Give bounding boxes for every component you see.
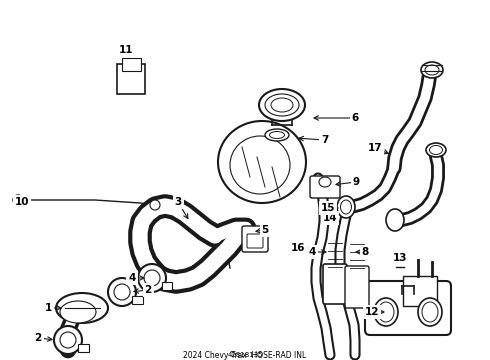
- Text: 12: 12: [365, 307, 379, 317]
- Ellipse shape: [374, 298, 398, 326]
- Ellipse shape: [337, 196, 355, 218]
- Text: 8: 8: [362, 247, 368, 257]
- Ellipse shape: [218, 121, 306, 203]
- FancyBboxPatch shape: [162, 282, 172, 289]
- Text: 14: 14: [323, 213, 337, 223]
- FancyBboxPatch shape: [345, 266, 369, 308]
- Text: 17: 17: [368, 143, 382, 153]
- Ellipse shape: [386, 209, 404, 231]
- Circle shape: [108, 278, 136, 306]
- Ellipse shape: [341, 200, 351, 214]
- Ellipse shape: [56, 293, 108, 323]
- FancyBboxPatch shape: [122, 58, 141, 71]
- FancyBboxPatch shape: [323, 264, 347, 304]
- Text: 2024 Chevy Trax  HOSE-RAD INL: 2024 Chevy Trax HOSE-RAD INL: [183, 351, 307, 360]
- Ellipse shape: [259, 89, 305, 121]
- Text: 6: 6: [351, 113, 359, 123]
- Text: 4: 4: [308, 247, 316, 257]
- Text: 13: 13: [393, 253, 407, 263]
- Circle shape: [144, 270, 160, 286]
- Ellipse shape: [319, 177, 331, 187]
- FancyBboxPatch shape: [310, 176, 340, 198]
- Circle shape: [60, 332, 76, 348]
- FancyBboxPatch shape: [242, 226, 268, 252]
- Ellipse shape: [422, 302, 438, 322]
- Text: 7: 7: [321, 135, 329, 145]
- Ellipse shape: [418, 298, 442, 326]
- Circle shape: [150, 200, 160, 210]
- Circle shape: [54, 326, 82, 354]
- Circle shape: [114, 284, 130, 300]
- Circle shape: [138, 264, 166, 292]
- Text: 2: 2: [34, 333, 42, 343]
- Text: 4: 4: [128, 273, 136, 283]
- Ellipse shape: [230, 136, 290, 194]
- Text: 16: 16: [291, 243, 305, 253]
- Ellipse shape: [60, 301, 96, 323]
- Text: 15: 15: [321, 203, 335, 213]
- Ellipse shape: [421, 62, 443, 78]
- Text: 11: 11: [119, 45, 133, 55]
- Text: 5: 5: [261, 225, 269, 235]
- Text: 1: 1: [45, 303, 51, 313]
- Ellipse shape: [425, 65, 439, 75]
- Text: 9: 9: [352, 177, 360, 187]
- FancyBboxPatch shape: [117, 64, 145, 94]
- Ellipse shape: [271, 98, 293, 112]
- Ellipse shape: [430, 145, 442, 154]
- Text: 10: 10: [15, 197, 29, 207]
- Ellipse shape: [265, 129, 289, 141]
- Text: 42818135: 42818135: [227, 352, 263, 358]
- FancyBboxPatch shape: [403, 276, 437, 306]
- FancyBboxPatch shape: [365, 281, 451, 335]
- FancyBboxPatch shape: [131, 296, 143, 303]
- FancyBboxPatch shape: [77, 343, 89, 351]
- Circle shape: [13, 195, 23, 205]
- Ellipse shape: [426, 143, 446, 157]
- Ellipse shape: [270, 131, 285, 139]
- FancyBboxPatch shape: [247, 234, 263, 248]
- Ellipse shape: [265, 94, 299, 116]
- Ellipse shape: [378, 302, 394, 322]
- Text: 3: 3: [174, 197, 182, 207]
- Text: 2: 2: [145, 285, 151, 295]
